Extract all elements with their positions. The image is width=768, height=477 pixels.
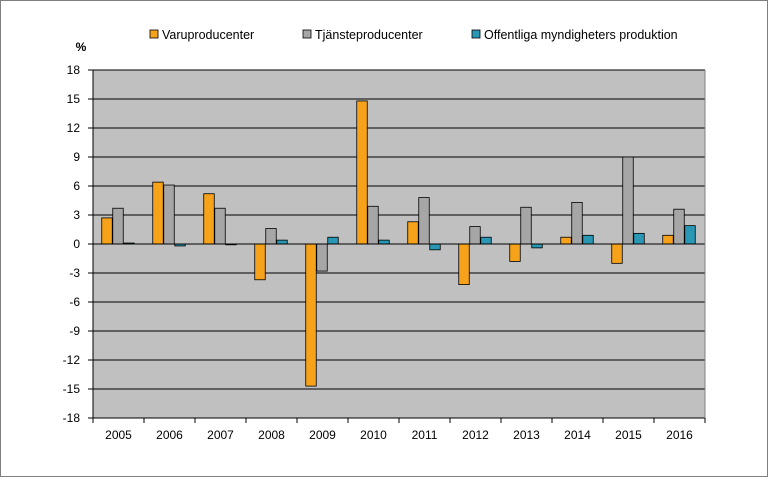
bar [520,206,532,245]
x-tick-label: 2006 [156,428,183,442]
bar [429,243,441,251]
x-tick-label: 2010 [360,428,387,442]
y-tick-label: 0 [73,237,80,251]
x-tick-label: 2014 [564,428,591,442]
y-tick-label: -12 [63,353,81,367]
x-tick-label: 2016 [666,428,693,442]
x-tick-label: 2011 [412,428,438,442]
bar [203,193,215,245]
bar [407,221,419,245]
bar [214,207,226,245]
bar [560,236,572,245]
bar [509,243,521,262]
y-tick-label: 6 [73,179,80,193]
bar [316,243,328,272]
y-axis-unit-label: % [76,40,87,54]
legend-label: Offentliga myndigheters produktion [484,28,678,42]
bar [112,207,124,245]
bar [101,217,113,245]
bar [531,243,543,249]
x-tick-label: 2012 [462,428,489,442]
bar [633,232,645,245]
legend-label: Tjänsteproducenter [315,28,423,42]
y-tick-label: 15 [67,92,81,106]
bar [356,100,368,245]
y-tick-label: -15 [63,382,81,396]
y-tick-label: -9 [69,324,80,338]
x-tick-label: 2008 [258,428,285,442]
bar [378,239,390,245]
bars [101,100,696,387]
bar [673,208,685,245]
bar [163,184,175,245]
bar [458,243,470,285]
bar [622,156,634,245]
bar [265,228,277,245]
y-tick-label: -3 [69,266,80,280]
legend-swatch [471,29,481,39]
bar [418,197,430,245]
bar [305,243,317,387]
bar [611,243,623,264]
gridlines [93,69,705,419]
x-tick-label: 2013 [513,428,540,442]
x-axis-ticks: 2005 2006 2007 2008 2009 2010 2011 2012 2013 2014… [92,418,706,442]
x-tick-label: 2015 [615,428,642,442]
legend-swatch [149,29,159,39]
x-tick-label: 2007 [207,428,234,442]
y-tick-label: -18 [63,411,81,425]
y-tick-label: -6 [69,295,80,309]
y-tick-label: 18 [67,63,81,77]
bar [571,202,583,245]
legend: Varuproducenter Tjänsteproducenter Offentl… [149,28,678,42]
y-axis-ticks: 18 15 12 9 6 3 0 -3 -6 -9 -12 -15 -18 [63,63,93,425]
legend-swatch [302,29,312,39]
legend-label: Varuproducenter [162,28,254,42]
bar [276,239,288,245]
y-tick-label: 9 [73,150,80,164]
bar [480,236,492,245]
bar [327,236,339,245]
x-tick-label: 2009 [309,428,336,442]
y-tick-label: 12 [67,121,81,135]
bar [684,225,696,245]
bar [469,226,481,245]
bar [662,234,674,245]
bar [582,234,594,245]
bar [254,243,266,281]
bar [367,205,379,245]
y-tick-label: 3 [73,208,80,222]
bar [152,181,164,245]
x-tick-label: 2005 [105,428,132,442]
